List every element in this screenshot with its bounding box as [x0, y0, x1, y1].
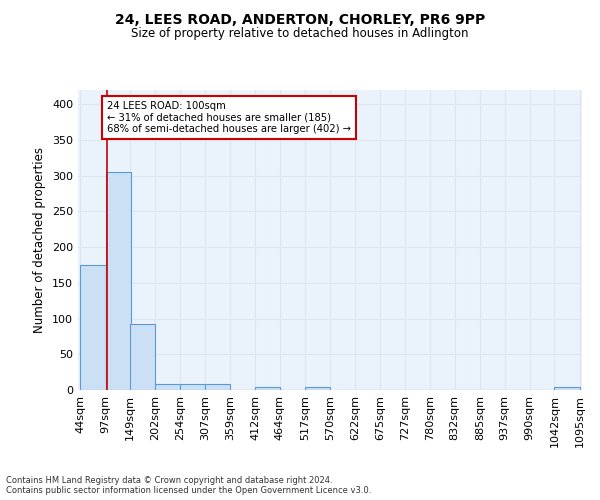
Text: 24 LEES ROAD: 100sqm
← 31% of detached houses are smaller (185)
68% of semi-deta: 24 LEES ROAD: 100sqm ← 31% of detached h…: [107, 100, 351, 134]
Bar: [106, 172, 131, 390]
Bar: [180, 384, 205, 390]
Bar: [80, 265, 106, 390]
Bar: [255, 387, 280, 390]
Text: Contains HM Land Registry data © Crown copyright and database right 2024.
Contai: Contains HM Land Registry data © Crown c…: [6, 476, 371, 495]
Bar: [130, 324, 155, 390]
Bar: [554, 387, 580, 390]
Bar: [305, 387, 330, 390]
Y-axis label: Number of detached properties: Number of detached properties: [34, 147, 46, 333]
Bar: [205, 384, 230, 390]
Text: Size of property relative to detached houses in Adlington: Size of property relative to detached ho…: [131, 28, 469, 40]
Bar: [155, 384, 181, 390]
Text: 24, LEES ROAD, ANDERTON, CHORLEY, PR6 9PP: 24, LEES ROAD, ANDERTON, CHORLEY, PR6 9P…: [115, 12, 485, 26]
